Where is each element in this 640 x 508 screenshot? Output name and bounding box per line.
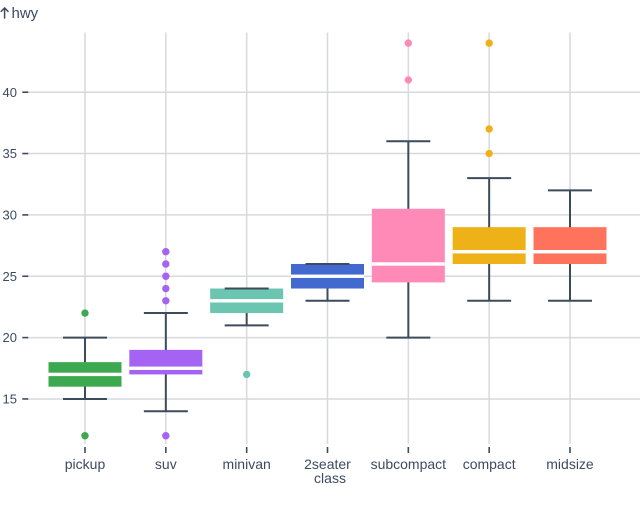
svg-text:30: 30	[3, 208, 17, 223]
svg-text:subcompact: subcompact	[371, 456, 447, 472]
svg-text:35: 35	[3, 146, 17, 161]
svg-text:class: class	[314, 470, 346, 486]
svg-text:midsize: midsize	[546, 456, 594, 472]
svg-text:compact: compact	[463, 456, 516, 472]
svg-text:suv: suv	[155, 456, 177, 472]
svg-text:40: 40	[3, 85, 17, 100]
svg-text:15: 15	[3, 392, 17, 407]
svg-text:pickup: pickup	[65, 456, 106, 472]
svg-text:2seater: 2seater	[304, 456, 351, 472]
svg-text:hwy: hwy	[12, 5, 39, 22]
svg-text:minivan: minivan	[223, 456, 271, 472]
svg-text:20: 20	[3, 330, 17, 345]
svg-text:25: 25	[3, 269, 17, 284]
